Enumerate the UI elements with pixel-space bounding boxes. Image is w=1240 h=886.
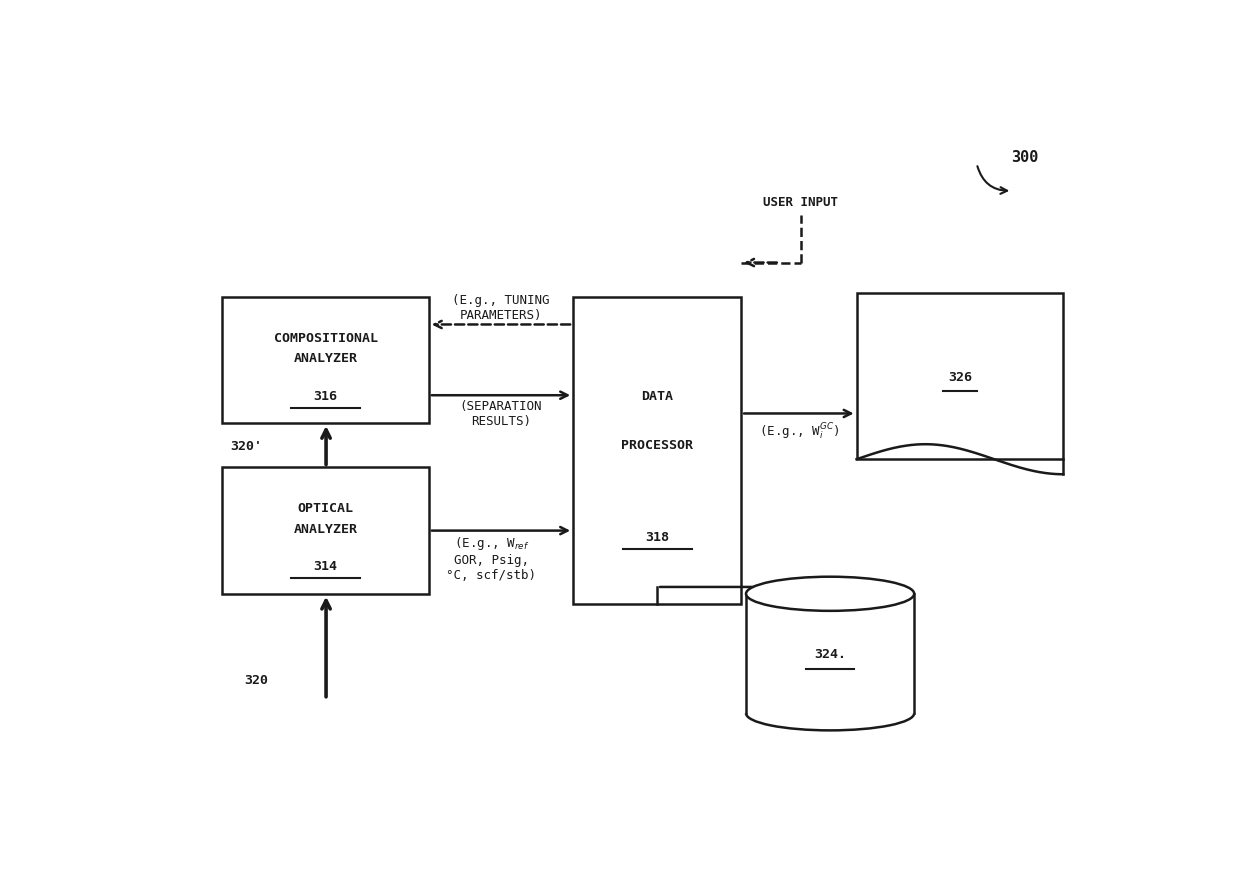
Text: OPTICAL: OPTICAL bbox=[298, 501, 353, 515]
Text: 318: 318 bbox=[645, 531, 670, 543]
FancyArrowPatch shape bbox=[977, 167, 1007, 195]
Ellipse shape bbox=[746, 577, 914, 611]
Text: COMPOSITIONAL: COMPOSITIONAL bbox=[274, 331, 377, 345]
Text: 300: 300 bbox=[1011, 150, 1038, 165]
Text: (E.g., W$_{ref}$
GOR, Psig,
°C, scf/stb): (E.g., W$_{ref}$ GOR, Psig, °C, scf/stb) bbox=[446, 534, 537, 581]
Text: 320: 320 bbox=[244, 672, 268, 686]
Bar bbox=[857, 294, 1063, 460]
Text: USER INPUT: USER INPUT bbox=[764, 196, 838, 208]
Text: ANALYZER: ANALYZER bbox=[294, 522, 357, 535]
Text: 314: 314 bbox=[314, 560, 337, 573]
Bar bbox=[222, 298, 429, 424]
Text: ANALYZER: ANALYZER bbox=[294, 352, 357, 364]
Bar bbox=[573, 298, 742, 604]
Text: 326: 326 bbox=[947, 370, 972, 384]
Text: 316: 316 bbox=[314, 389, 337, 402]
Bar bbox=[222, 468, 429, 595]
Text: (E.g., TUNING
PARAMETERS): (E.g., TUNING PARAMETERS) bbox=[453, 294, 549, 322]
Text: (SEPARATION
RESULTS): (SEPARATION RESULTS) bbox=[460, 400, 542, 427]
Bar bbox=[746, 595, 914, 713]
Text: 320': 320' bbox=[231, 439, 263, 452]
Text: 324.: 324. bbox=[815, 648, 846, 660]
Text: PROCESSOR: PROCESSOR bbox=[621, 439, 693, 451]
Text: DATA: DATA bbox=[641, 389, 673, 402]
Text: (E.g., W$_i^{GC}$): (E.g., W$_i^{GC}$) bbox=[759, 421, 839, 441]
